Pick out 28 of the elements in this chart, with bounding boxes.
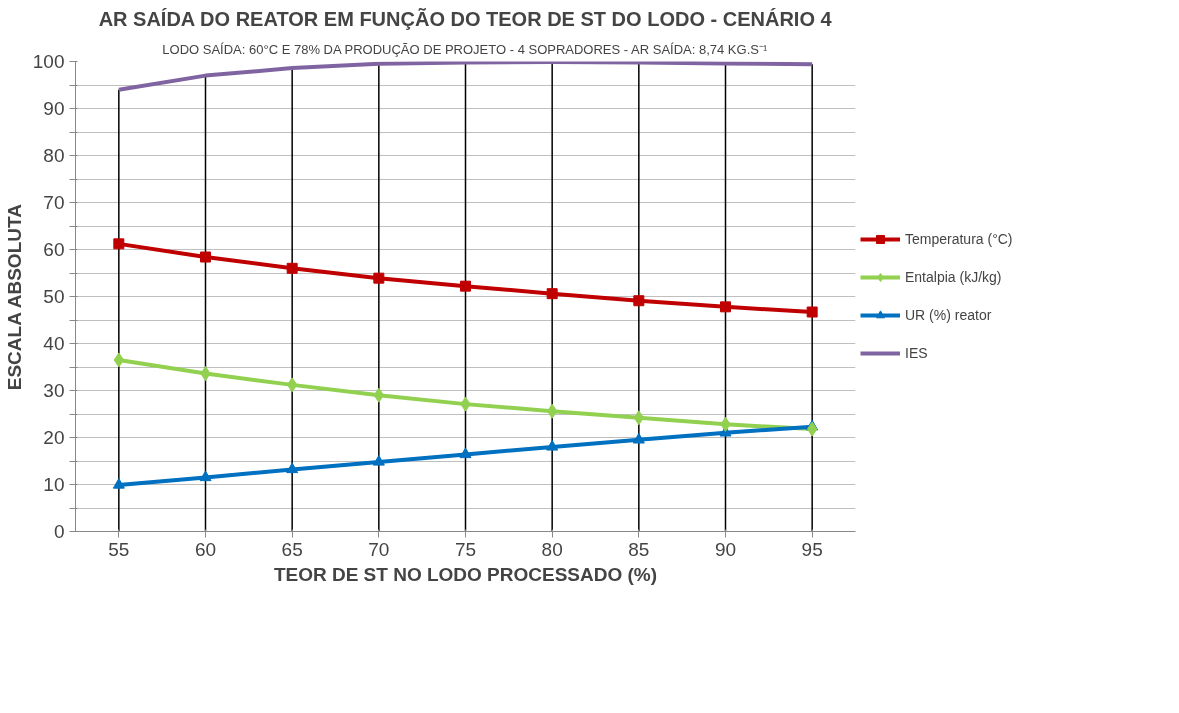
y-tick-label: 40 (43, 333, 65, 354)
y-axis-title: ESCALA ABSOLUTA (3, 203, 25, 391)
legend-label: Temperatura (°C) (905, 231, 1013, 247)
y-tick-label: 100 (32, 51, 65, 72)
x-tick-label: 65 (281, 538, 303, 560)
y-tick-label: 0 (53, 521, 65, 542)
x-tick-label: 80 (541, 538, 563, 560)
y-tick-label: 50 (43, 286, 65, 307)
y-tick-label: 30 (43, 380, 65, 401)
x-tick-label: 95 (801, 538, 823, 560)
x-tick-label: 75 (454, 538, 477, 560)
x-tick-label: 85 (628, 538, 650, 560)
chart-title: AR SAÍDA DO REATOR EM FUNÇÃO DO TEOR DE ST DO LODO - CENÁRIO 4 (98, 7, 833, 30)
legend-label: IES (905, 345, 928, 361)
y-tick-label: 80 (43, 145, 65, 166)
legend-label: UR (%) reator (905, 307, 992, 323)
chart-subtitle: LODO SAÍDA: 60°C E 78% DA PRODUÇÃO DE PROJETO - 4 SOPRADORES - AR SAÍDA: 8,74 KG.S⁻¹ (162, 41, 768, 57)
x-tick-label: 70 (368, 538, 390, 560)
legend-label: Entalpia (kJ/kg) (905, 269, 1002, 285)
y-tick-label: 70 (43, 192, 65, 213)
x-tick-label: 90 (714, 538, 737, 560)
y-tick-label: 10 (43, 474, 65, 495)
x-tick-label: 60 (194, 538, 217, 560)
x-axis-title: TEOR DE ST NO LODO PROCESSADO (%) (273, 563, 658, 585)
y-tick-label: 20 (43, 427, 65, 448)
x-tick-label: 55 (108, 538, 130, 560)
y-tick-label: 90 (43, 98, 65, 119)
y-tick-label: 60 (43, 239, 65, 260)
